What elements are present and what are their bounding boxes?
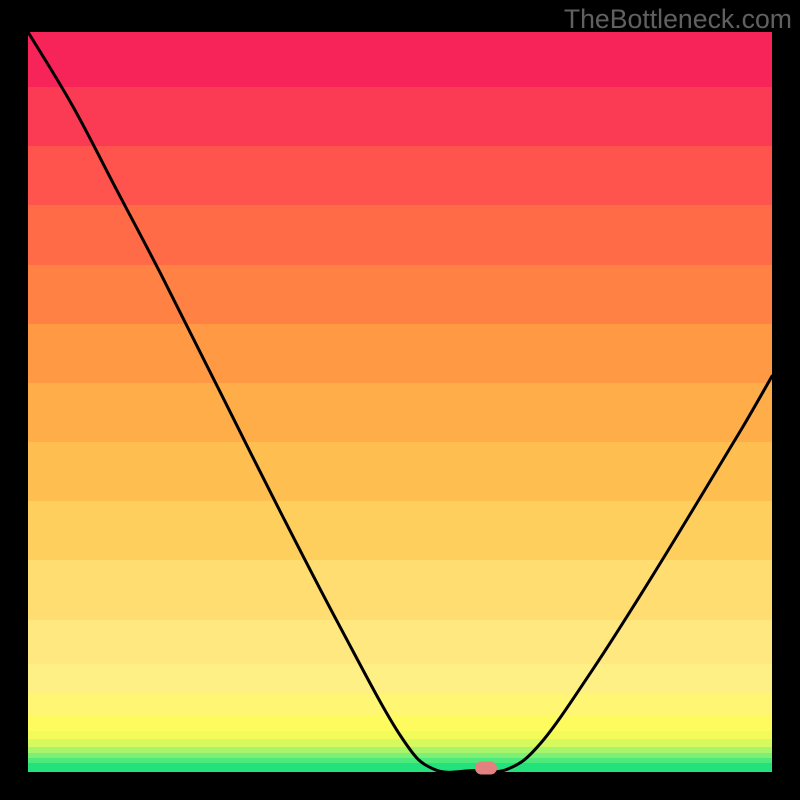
bottleneck-curve bbox=[28, 32, 772, 772]
curve-path bbox=[28, 32, 772, 772]
current-config-marker bbox=[475, 762, 497, 775]
plot-area bbox=[28, 32, 772, 772]
figure-frame: TheBottleneck.com bbox=[0, 0, 800, 800]
watermark-text: TheBottleneck.com bbox=[564, 4, 792, 35]
